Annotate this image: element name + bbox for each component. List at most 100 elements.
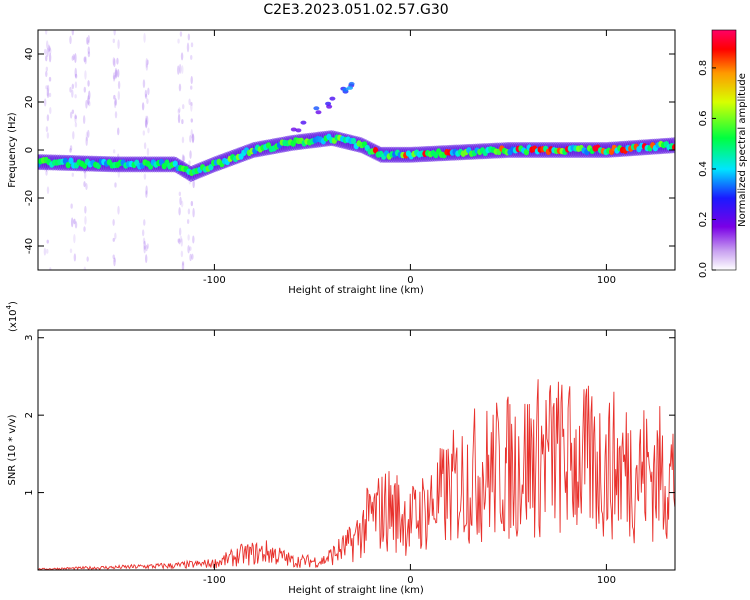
colorbar-label: Normalized spectral amplitude	[737, 73, 748, 227]
noise-streak-mark	[70, 203, 73, 209]
noise-streak-mark	[187, 234, 190, 241]
noise-streak-mark	[83, 266, 87, 270]
noise-streak-mark	[179, 235, 183, 243]
y-tick-label: 3	[24, 335, 35, 341]
noise-streak-mark	[43, 247, 47, 256]
noise-streak-mark	[71, 30, 75, 36]
noise-streak-mark	[116, 57, 119, 65]
noise-streak-mark	[142, 79, 146, 89]
noise-streak-mark	[181, 65, 184, 74]
noise-streak-mark	[145, 115, 149, 125]
noise-streak-mark	[113, 257, 117, 263]
noise-streak-mark	[190, 76, 193, 85]
noise-streak-mark	[179, 196, 182, 206]
noise-streak-mark	[141, 102, 145, 111]
noise-streak-mark	[74, 73, 78, 79]
noise-streak-mark	[182, 104, 185, 110]
noise-streak-mark	[74, 115, 77, 120]
noise-streak-mark	[73, 218, 76, 225]
noise-streak-mark	[71, 172, 74, 177]
noise-streak-mark	[85, 136, 88, 147]
noise-streak-mark	[186, 42, 190, 53]
y-tick-label: 20	[24, 96, 35, 109]
noise-streak-mark	[187, 33, 191, 41]
band-core-mark	[68, 157, 74, 164]
noise-streak-mark	[45, 40, 49, 49]
noise-streak-mark	[113, 94, 116, 100]
noise-streak-mark	[112, 72, 116, 82]
noise-streak-mark	[43, 48, 47, 55]
noise-streak-mark	[180, 200, 184, 208]
noise-streak-mark	[69, 145, 73, 151]
x-tick-label: -100	[203, 275, 226, 286]
noise-streak-mark	[143, 32, 146, 43]
noise-streak-mark	[145, 244, 148, 252]
noise-streak-mark	[43, 98, 47, 107]
noise-streak-mark	[114, 182, 117, 188]
noise-streak-mark	[70, 217, 74, 228]
noise-streak-mark	[180, 238, 183, 247]
noise-streak-mark	[178, 107, 181, 113]
noise-streak-mark	[74, 113, 77, 123]
noise-streak-mark	[46, 239, 49, 244]
noise-streak-mark	[46, 88, 49, 97]
bottom-y-axis-label: SNR (10 * v/v)	[7, 414, 18, 485]
y-tick-label: -40	[24, 238, 35, 254]
noise-streak-mark	[46, 114, 50, 122]
noise-streak-mark	[178, 238, 181, 245]
spectrogram-area	[38, 30, 675, 270]
noise-streak-mark	[189, 246, 192, 251]
noise-streak-mark	[86, 37, 89, 45]
noise-streak-mark	[45, 66, 49, 72]
noise-streak-mark	[71, 55, 74, 61]
band-core-mark	[65, 161, 71, 169]
scale-exponent: 4	[5, 304, 13, 309]
artifact-mark	[290, 127, 297, 132]
x-tick-label: 100	[597, 275, 616, 286]
noise-streak-mark	[178, 207, 181, 216]
noise-streak-mark	[49, 106, 52, 115]
noise-streak-mark	[69, 148, 72, 153]
scale-prefix: (x10	[8, 309, 19, 332]
noise-streak-mark	[73, 253, 77, 262]
noise-streak-mark	[178, 191, 182, 197]
noise-streak-mark	[190, 102, 193, 112]
noise-streak-mark	[71, 83, 75, 90]
noise-streak-mark	[46, 91, 50, 98]
noise-streak-mark	[48, 92, 52, 98]
noise-streak-mark	[87, 80, 90, 87]
noise-streak-mark	[112, 254, 115, 260]
colorbar-tick-label: 0.0	[698, 262, 709, 278]
noise-streak-mark	[145, 119, 148, 129]
x-tick-label: 0	[407, 275, 413, 286]
noise-streak-mark	[83, 226, 86, 232]
noise-streak-mark	[48, 53, 52, 63]
noise-streak-mark	[178, 63, 182, 74]
noise-streak-mark	[74, 122, 78, 128]
colorbar-gradient	[711, 29, 737, 271]
noise-streak-mark	[177, 38, 180, 44]
band-core-mark	[172, 160, 178, 167]
noise-streak-mark	[113, 99, 117, 109]
artifact-mark	[348, 81, 355, 86]
noise-streak-mark	[112, 237, 115, 242]
noise-streak-mark	[69, 86, 72, 93]
noise-streak-mark	[112, 57, 115, 66]
noise-streak-mark	[189, 150, 192, 159]
artifact-mark	[300, 120, 307, 125]
noise-streak-mark	[188, 160, 191, 166]
noise-streak-mark	[142, 237, 146, 245]
noise-streak-mark	[82, 115, 86, 125]
noise-streak-mark	[113, 75, 116, 80]
noise-streak-mark	[88, 90, 91, 100]
snr-frame	[37, 329, 676, 571]
snr-panel: -100 0 100 1 2 3 Height of straight line (km…	[5, 301, 676, 596]
noise-streak-mark	[147, 87, 150, 96]
noise-streak-mark	[177, 238, 180, 243]
colorbar-tick-label: 0.6	[698, 110, 709, 126]
y-tick-label: 40	[24, 48, 35, 61]
noise-streak-mark	[181, 261, 185, 270]
noise-streak-mark	[144, 89, 148, 98]
noise-streak-mark	[48, 46, 51, 51]
noise-streak-mark	[74, 221, 78, 229]
